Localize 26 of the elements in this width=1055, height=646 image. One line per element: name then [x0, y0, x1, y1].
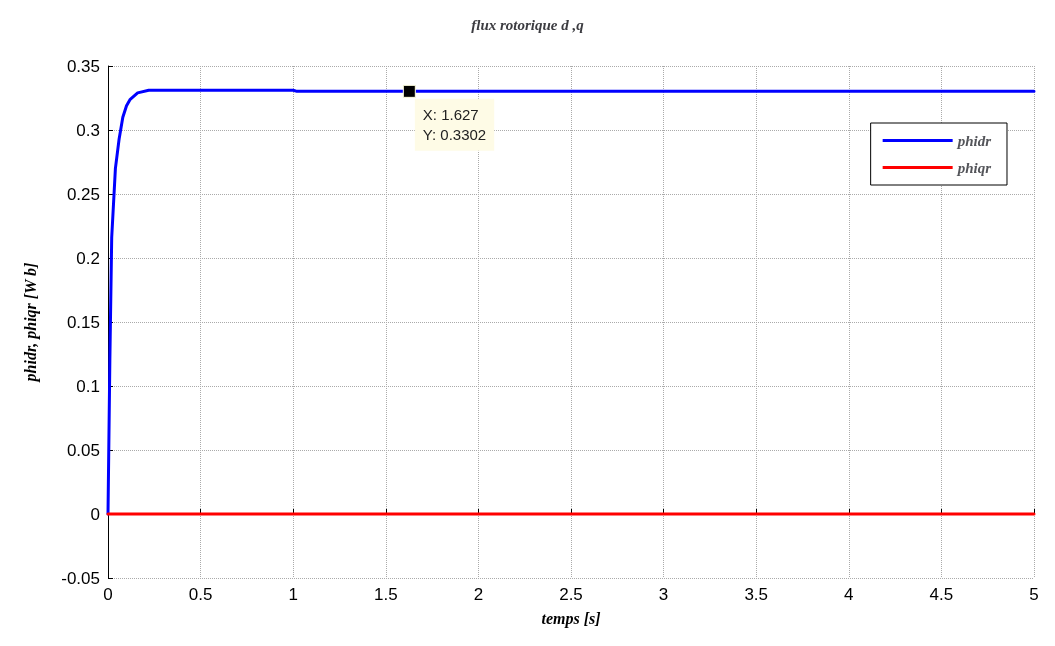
x-tick-label: 1.5 [373, 585, 398, 604]
x-axis-title: temps [s] [541, 609, 601, 628]
y-tick-label: 0.15 [66, 312, 100, 332]
x-tick-label: 2.5 [559, 585, 583, 604]
x-tick-label: 5 [1029, 585, 1039, 604]
y-tick-label: -0.05 [61, 568, 100, 588]
y-tick-label: 0.2 [76, 248, 100, 268]
x-tick-label: 4 [844, 585, 854, 604]
chart-title: flux rotorique d ,q [471, 16, 585, 33]
x-tick-label: 0 [103, 585, 113, 604]
y-tick-label: 0.25 [66, 184, 100, 204]
y-axis-title: phidr, phiqr [W b] [21, 262, 40, 384]
x-tick-label: 2 [473, 585, 484, 604]
x-tick-label: 0.5 [188, 585, 213, 604]
y-tick-label: 0.3 [76, 120, 100, 140]
y-tick-label: 0.35 [66, 56, 100, 76]
x-tick-label: 3 [658, 585, 669, 604]
x-tick-label: 3.5 [744, 585, 769, 604]
x-tick-label: 4.5 [929, 585, 954, 604]
y-tick-label: 0.1 [76, 376, 100, 396]
x-tick-label: 1 [288, 585, 298, 604]
y-tick-label: 0 [90, 504, 100, 524]
y-tick-label: 0.05 [66, 440, 100, 460]
annotation: X: 1.627 Y: 0.3302 [422, 106, 487, 144]
legend-label: phiqr [955, 159, 992, 176]
legend-label: phidr [955, 132, 992, 149]
